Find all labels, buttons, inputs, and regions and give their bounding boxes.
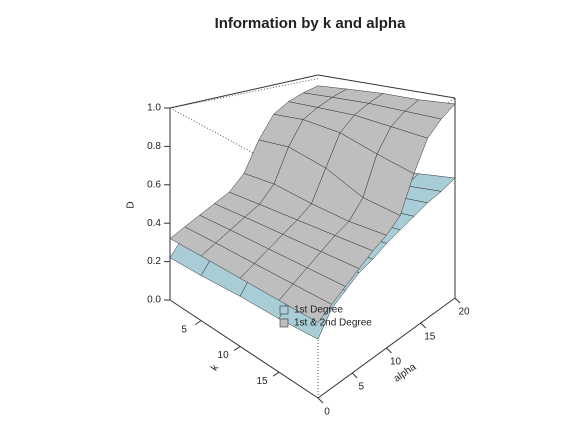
z-tick-label: 0.0 (147, 295, 161, 306)
y-tick-label: 20 (458, 307, 470, 318)
chart-title: Information by k and alpha (215, 15, 407, 32)
y-tick-label: 10 (390, 357, 402, 368)
axis-line (169, 299, 319, 399)
z-tick-label: 1.0 (147, 103, 161, 114)
y-tick (351, 372, 358, 379)
y-tick (317, 397, 324, 404)
legend-swatch (279, 305, 289, 315)
surface-cell (278, 283, 333, 323)
x-tick-label: 10 (218, 350, 230, 361)
x-tick (233, 346, 241, 351)
y-tick-label: 15 (424, 332, 436, 343)
z-axis-label: D (126, 201, 137, 208)
legend-label: 1st Degree (294, 305, 343, 316)
z-tick-label: 0.2 (147, 256, 161, 267)
x-tick (194, 320, 202, 326)
x-tick-label: 15 (256, 376, 268, 387)
y-tick (454, 297, 461, 304)
x-axis-label: k (209, 362, 221, 373)
box-edge (317, 74, 456, 99)
box-edge (169, 78, 319, 109)
y-tick-label: 5 (358, 382, 364, 393)
y-tick (386, 347, 392, 354)
legend-swatch (279, 318, 289, 328)
z-tick-label: 0.8 (147, 141, 161, 152)
y-tick-label: 0 (324, 407, 330, 418)
x-tick-label: 5 (181, 324, 187, 335)
box-edge (169, 107, 319, 189)
y-tick (420, 322, 427, 329)
z-tick-label: 0.4 (147, 218, 161, 229)
x-tick (272, 371, 280, 377)
box-edge (169, 74, 319, 109)
z-tick-label: 0.6 (147, 179, 161, 190)
legend-label: 1st & 2nd Degree (294, 318, 372, 329)
